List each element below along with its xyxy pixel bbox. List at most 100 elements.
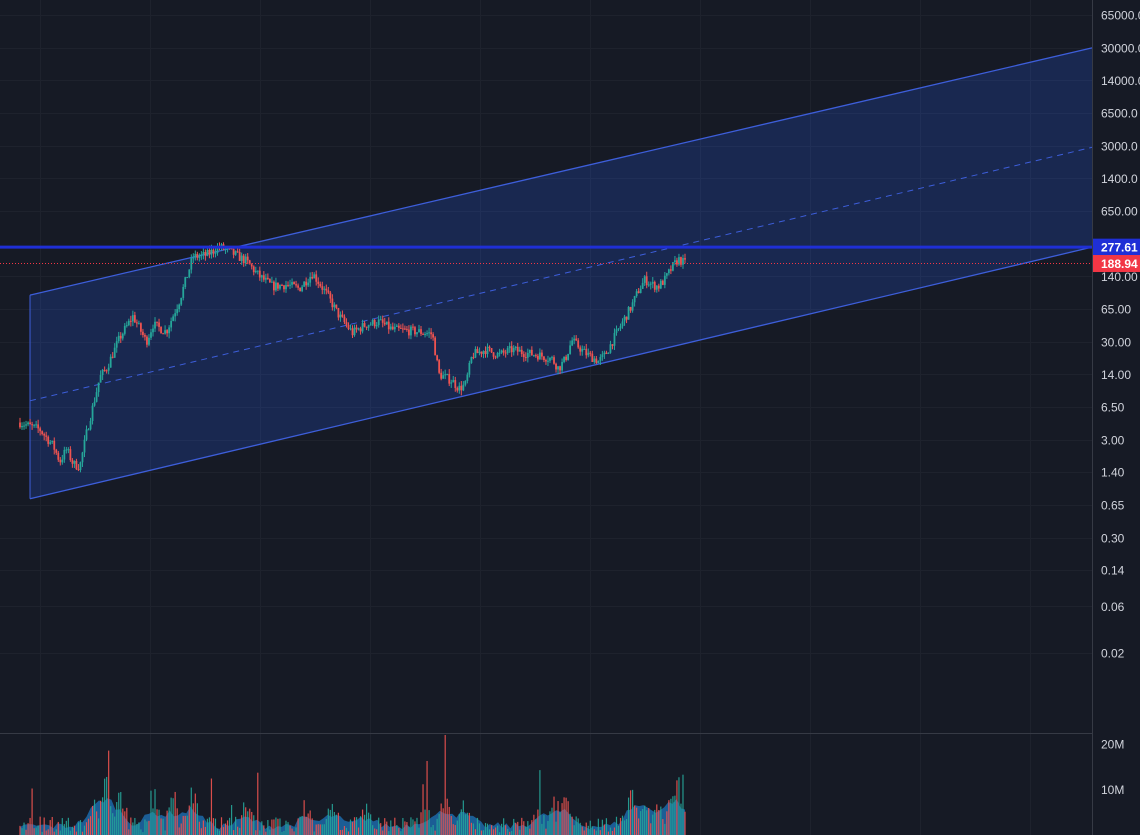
candle-body (516, 346, 519, 352)
candle-body (557, 366, 559, 370)
volume-bar (533, 814, 535, 835)
volume-bar (29, 817, 31, 835)
volume-bar (615, 816, 618, 835)
volume-bar (398, 827, 400, 835)
volume-bar (361, 809, 364, 835)
volume-bar (265, 831, 267, 835)
volume-axis[interactable]: 20M 10M (1101, 738, 1124, 797)
volume-bar (277, 818, 279, 835)
volume-bar (83, 825, 86, 835)
volume-bar (382, 830, 384, 835)
candle-body (619, 326, 622, 329)
candle-body (514, 346, 517, 349)
volume-bar (474, 829, 477, 835)
volume-bar (359, 816, 362, 835)
volume-bar (132, 822, 134, 835)
volume-bar (180, 823, 182, 835)
candle-body (176, 309, 179, 314)
candle-body (329, 292, 332, 299)
volume-bar (366, 803, 368, 835)
candle-body (401, 328, 404, 330)
volume-bar (519, 829, 521, 835)
volume-bar (609, 827, 612, 835)
candle-body (444, 374, 447, 376)
volume-bar (468, 812, 470, 835)
candle-body (41, 431, 44, 435)
volume-bar (77, 822, 80, 835)
volume-bar (627, 797, 630, 835)
candle-body (287, 284, 289, 286)
volume-bar (545, 828, 547, 835)
volume-bar (660, 806, 662, 835)
volume-bar (176, 808, 178, 835)
volume-bar (184, 815, 186, 835)
candle-body (250, 264, 253, 267)
candle-body (303, 281, 306, 287)
candle-body (158, 322, 160, 327)
volume-bar (492, 829, 495, 835)
candle-body (341, 314, 344, 317)
candle-body (65, 449, 68, 451)
candle-body (71, 460, 74, 464)
candle-body (472, 357, 475, 359)
price-axis[interactable]: 65000.0 30000.0 14000.0 6500.0 3000.0 1400.0 6… (1093, 9, 1140, 661)
candle-body (381, 319, 384, 323)
candle-body (142, 331, 144, 335)
candle-body (123, 325, 126, 334)
candle-body (351, 328, 354, 336)
candle-body (615, 329, 618, 333)
candle-body (49, 442, 52, 444)
candle-body (607, 352, 610, 354)
volume-bar (220, 817, 223, 835)
volume-bar (247, 811, 249, 835)
volume-bar (59, 830, 61, 835)
candle-body (79, 462, 82, 470)
volume-bar (87, 818, 90, 835)
candle-body (190, 258, 193, 270)
volume-bar (529, 828, 531, 835)
volume-bar (224, 823, 227, 835)
candle-body (109, 356, 112, 368)
candle-body (424, 334, 426, 336)
candle-body (224, 248, 227, 250)
volume-bar (394, 817, 396, 835)
volume-bar (160, 818, 162, 835)
candle-body (498, 352, 501, 354)
candle-body (524, 357, 527, 359)
candle-body (500, 350, 503, 353)
volume-bar (21, 828, 23, 835)
volume-bar (102, 797, 104, 835)
volume-bar (291, 828, 293, 835)
volume-bar (162, 818, 164, 835)
volume-bar (370, 814, 372, 835)
candle-body (536, 355, 539, 360)
candle-body (631, 302, 634, 311)
volume-bar (565, 797, 567, 835)
last-price-badge (1093, 255, 1140, 273)
candle-body (53, 440, 56, 450)
volume-bar (329, 809, 331, 835)
horizontal-line-price-badge[interactable] (1093, 238, 1140, 256)
volume-bar (295, 827, 297, 835)
volume-bar (607, 831, 610, 835)
channel-lower-line[interactable] (29, 246, 1093, 500)
candle-body (174, 313, 177, 317)
candle-body (135, 322, 138, 324)
volume-bar (267, 820, 269, 835)
candle-body (148, 337, 150, 345)
channel-median-line[interactable] (29, 146, 1093, 402)
volume-bar (636, 807, 638, 835)
candle-body (633, 296, 636, 303)
volume-bar (305, 816, 307, 835)
candle-body (667, 269, 670, 274)
candle-body (492, 352, 495, 357)
candle-body (323, 288, 326, 290)
candle-body (547, 360, 549, 362)
volume-bar (345, 827, 348, 835)
candle-body (454, 380, 457, 388)
volume-bar (53, 831, 55, 835)
volume-bar (406, 822, 408, 835)
volume-bar (553, 796, 555, 835)
